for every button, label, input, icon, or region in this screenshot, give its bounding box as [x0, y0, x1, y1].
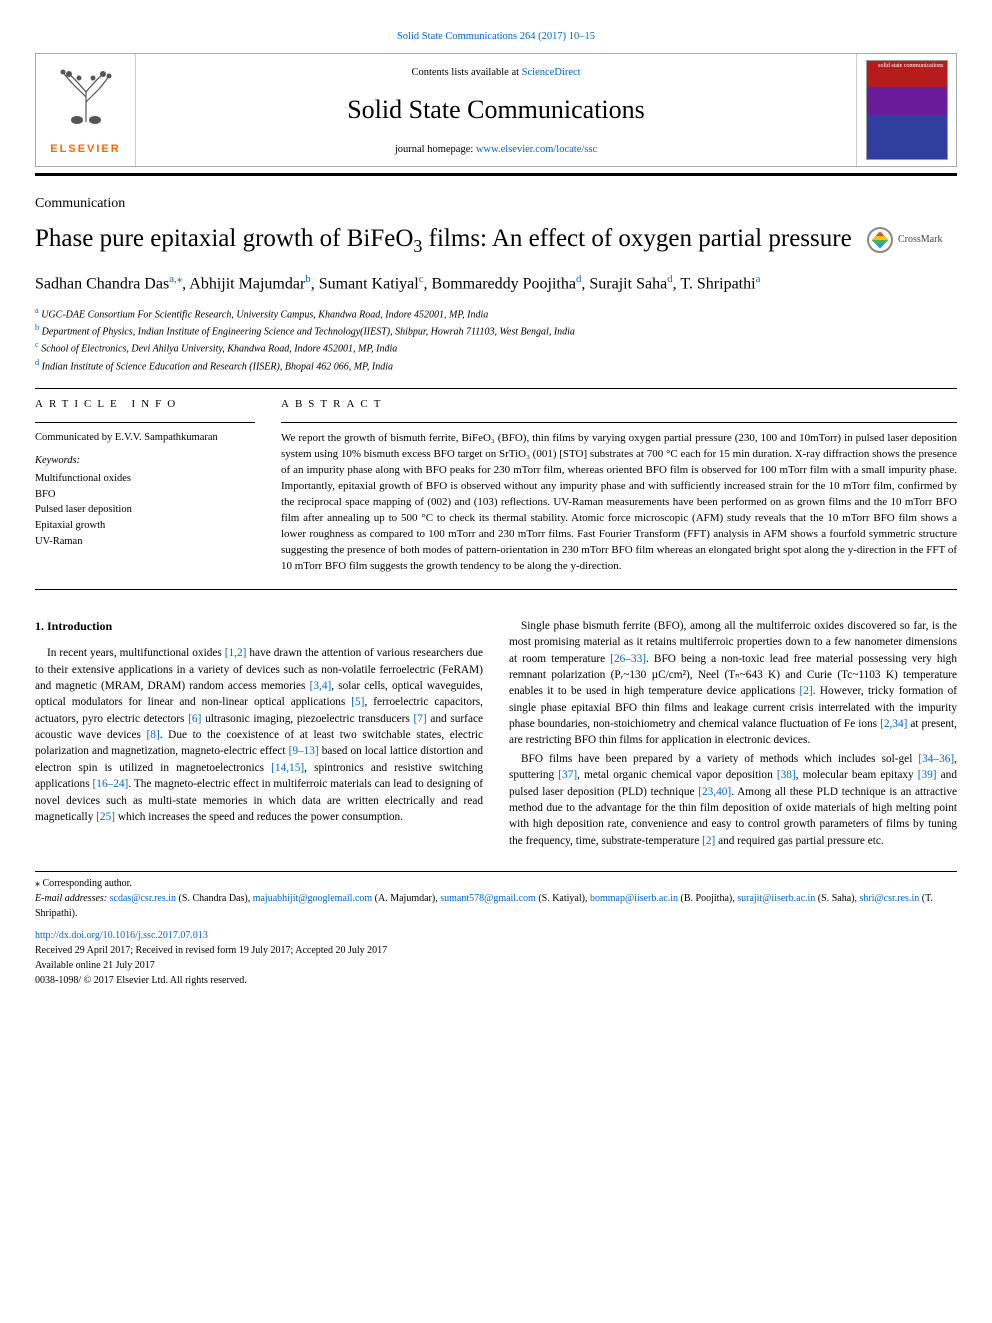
keyword: Epitaxial growth	[35, 518, 255, 534]
email-link[interactable]: sumant578@gmail.com	[440, 893, 536, 904]
citation-link[interactable]: [39]	[918, 769, 937, 781]
crossmark-label: CrossMark	[898, 233, 942, 247]
citation-link[interactable]: [34–36]	[918, 753, 954, 765]
article-info-column: ARTICLE INFO Communicated by E.V.V. Samp…	[35, 397, 255, 575]
affiliations: a UGC-DAE Consortium For Scientific Rese…	[35, 305, 957, 374]
header-rule	[35, 173, 957, 176]
email-author: (S. Saha),	[815, 893, 859, 904]
section-heading: 1. Introduction	[35, 618, 483, 635]
authors-list: Sadhan Chandra Dasa,⁎, Abhijit Majumdarb…	[35, 272, 957, 295]
cover-title: solid state communications	[867, 61, 947, 87]
citation-link[interactable]: [37]	[558, 769, 577, 781]
body-span: , metal organic chemical vapor depositio…	[577, 769, 777, 781]
article-info-heading: ARTICLE INFO	[35, 397, 255, 412]
body-span: , molecular beam epitaxy	[796, 769, 918, 781]
received-line: Received 29 April 2017; Received in revi…	[35, 943, 957, 958]
email-author: (S. Chandra Das),	[176, 893, 253, 904]
publisher-logo: ELSEVIER	[36, 54, 136, 166]
citation-link[interactable]: [23,40]	[698, 786, 731, 798]
header-center: Contents lists available at ScienceDirec…	[136, 54, 856, 166]
divider	[281, 422, 957, 423]
citation-link[interactable]: [25]	[96, 811, 115, 823]
email-link[interactable]: majuabhijit@googlemail.com	[253, 893, 372, 904]
citation-link[interactable]: [6]	[188, 713, 201, 725]
email-link[interactable]: surajit@iiserb.ac.in	[737, 893, 815, 904]
journal-cover: solid state communications	[856, 54, 956, 166]
affiliation-text: UGC-DAE Consortium For Scientific Resear…	[41, 309, 488, 320]
title-text-post: films: An effect of oxygen partial press…	[422, 225, 851, 252]
corresponding-note: ⁎ Corresponding author.	[35, 876, 957, 891]
body-span: BFO films have been prepared by a variet…	[521, 753, 918, 765]
available-line: Available online 21 July 2017	[35, 958, 957, 973]
divider	[35, 422, 255, 423]
citation-link[interactable]: [8]	[147, 729, 160, 741]
citation-link[interactable]: [5]	[351, 696, 364, 708]
affiliation-text: School of Electronics, Devi Ahilya Unive…	[41, 344, 397, 355]
affil-link[interactable]: a,	[169, 273, 177, 285]
elsevier-wordmark: ELSEVIER	[50, 142, 120, 157]
author-name: , Bommareddy Poojitha	[424, 275, 576, 292]
copyright-line: 0038-1098/ © 2017 Elsevier Ltd. All righ…	[35, 973, 957, 988]
citation-link[interactable]: [2]	[800, 685, 813, 697]
journal-header: ELSEVIER Contents lists available at Sci…	[35, 53, 957, 167]
body-span: In recent years, multifunctional oxides	[47, 647, 225, 659]
citation-link[interactable]: [2,34]	[880, 718, 907, 730]
author-name: , Abhijit Majumdar	[182, 275, 305, 292]
email-link[interactable]: shri@csr.res.in	[859, 893, 919, 904]
body-text: 1. Introduction In recent years, multifu…	[35, 618, 957, 849]
affiliation-text: Department of Physics, Indian Institute …	[42, 326, 575, 337]
citation-link[interactable]: [7]	[413, 713, 426, 725]
citation-link[interactable]: [9–13]	[289, 745, 319, 757]
affiliation-text: Indian Institute of Science Education an…	[42, 361, 393, 372]
sciencedirect-link[interactable]: ScienceDirect	[522, 67, 581, 78]
keyword: Pulsed laser deposition	[35, 502, 255, 518]
author-name: Sadhan Chandra Das	[35, 275, 169, 292]
keyword: BFO	[35, 487, 255, 503]
citation-link[interactable]: [38]	[777, 769, 796, 781]
citation-link[interactable]: [26–33]	[610, 653, 646, 665]
citation-link[interactable]: [1,2]	[225, 647, 247, 659]
divider	[35, 589, 957, 590]
communicated-by: Communicated by E.V.V. Sampathkumaran	[35, 431, 255, 446]
citation-link[interactable]: [16–24]	[93, 778, 129, 790]
email-author: (A. Majumdar),	[372, 893, 440, 904]
author-name: , Sumant Katiyal	[311, 275, 419, 292]
citation-link[interactable]: [3,4]	[310, 680, 332, 692]
email-author: (B. Poojitha),	[678, 893, 737, 904]
title-text-pre: Phase pure epitaxial growth of BiFeO	[35, 225, 413, 252]
elsevier-tree-icon	[51, 62, 121, 132]
body-span: ultrasonic imaging, piezoelectric transd…	[201, 713, 413, 725]
citation-link[interactable]: [14,15]	[271, 762, 304, 774]
crossmark-badge[interactable]: CrossMark	[867, 227, 957, 253]
body-span: and required gas partial pressure etc.	[715, 835, 883, 847]
footer-rule	[35, 871, 957, 872]
crossmark-icon	[867, 227, 893, 253]
email-link[interactable]: bommap@iiserb.ac.in	[590, 893, 678, 904]
divider	[35, 388, 957, 389]
homepage-link[interactable]: www.elsevier.com/locate/ssc	[476, 144, 597, 155]
author-name: , T. Shripathi	[673, 275, 756, 292]
article-type: Communication	[35, 194, 957, 214]
abstract-heading: ABSTRACT	[281, 397, 957, 412]
header-citation-link[interactable]: Solid State Communications 264 (2017) 10…	[35, 30, 957, 45]
keywords-label: Keywords:	[35, 454, 255, 469]
footnotes: ⁎ Corresponding author. E-mail addresses…	[35, 876, 957, 921]
doi-link[interactable]: http://dx.doi.org/10.1016/j.ssc.2017.07.…	[35, 930, 208, 941]
affil-link[interactable]: a	[756, 273, 761, 285]
email-label: E-mail addresses:	[35, 893, 110, 904]
abstract-text: We report the growth of bismuth ferrite,…	[281, 431, 957, 574]
journal-name: Solid State Communications	[144, 92, 848, 128]
keyword: Multifunctional oxides	[35, 471, 255, 487]
homepage-label: journal homepage:	[395, 144, 476, 155]
email-link[interactable]: scdas@csr.res.in	[110, 893, 176, 904]
abstract-column: ABSTRACT We report the growth of bismuth…	[281, 397, 957, 575]
citation-link[interactable]: [2]	[702, 835, 715, 847]
email-author: (S. Katiyal),	[536, 893, 590, 904]
article-title: Phase pure epitaxial growth of BiFeO3 fi…	[35, 223, 855, 258]
body-span: which increases the speed and reduces th…	[115, 811, 403, 823]
author-name: , Surajit Saha	[581, 275, 667, 292]
contents-text: Contents lists available at	[411, 67, 521, 78]
keyword: UV-Raman	[35, 534, 255, 550]
